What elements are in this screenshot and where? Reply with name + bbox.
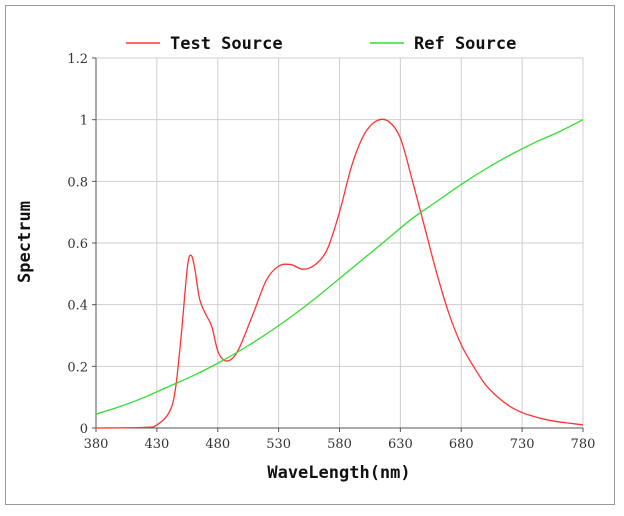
x-tick-label: 380 <box>84 437 109 452</box>
x-tick-label: 430 <box>144 437 169 452</box>
x-tick-label: 630 <box>388 437 413 452</box>
y-tick-label: 0.6 <box>67 237 88 252</box>
x-tick-labels: 380 430 480 530 580 630 680 730 780 <box>84 437 596 452</box>
x-axis-title: WaveLength(nm) <box>267 463 410 483</box>
x-tick-label: 680 <box>449 437 474 452</box>
series-lines <box>95 118 584 429</box>
grid <box>96 57 584 428</box>
legend-label-test-source: Test Source <box>170 34 283 54</box>
y-tick-label: 0.8 <box>67 175 88 190</box>
chart-frame <box>5 5 615 505</box>
y-tick-label: 1 <box>80 114 88 129</box>
y-tick-labels: 0 0.2 0.4 0.6 0.8 1 1.2 <box>67 52 88 437</box>
y-tick-label: 0.2 <box>67 360 88 375</box>
x-tick-label: 730 <box>510 437 535 452</box>
legend-label-ref-source: Ref Source <box>414 34 516 54</box>
series-line-ref-source <box>95 119 584 415</box>
x-tick-label: 480 <box>205 437 230 452</box>
legend: Test Source Ref Source <box>126 34 516 54</box>
series-line-test-source <box>95 118 584 429</box>
x-tick-label: 530 <box>266 437 291 452</box>
x-tick-label: 780 <box>571 437 596 452</box>
axes <box>92 57 584 432</box>
y-tick-label: 0.4 <box>67 299 88 314</box>
y-tick-label: 1.2 <box>67 52 88 67</box>
x-tick-label: 580 <box>327 437 352 452</box>
y-tick-label: 0 <box>80 422 88 437</box>
y-axis-title: Spectrum <box>15 201 35 283</box>
